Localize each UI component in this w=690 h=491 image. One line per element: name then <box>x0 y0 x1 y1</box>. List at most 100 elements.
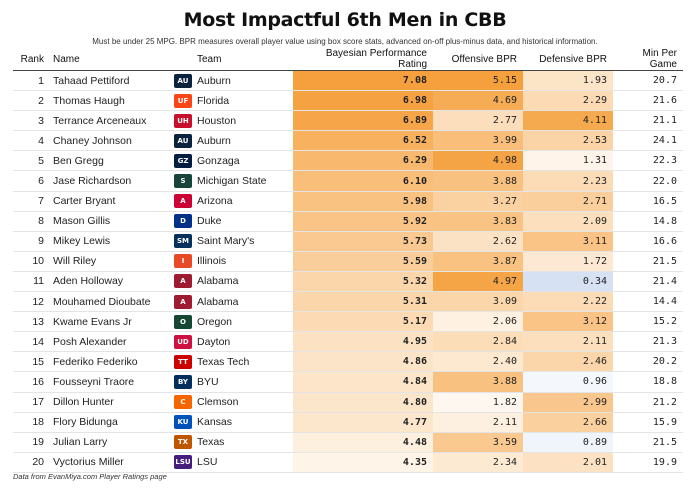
offensive-bpr-value: 2.77 <box>433 110 523 132</box>
bpr-value: 4.84 <box>293 371 433 393</box>
table-row: 15 Federiko Federiko TT Texas Tech 4.86 2.40 2… <box>13 351 683 373</box>
defensive-bpr-value: 4.11 <box>523 110 613 132</box>
player-name: Thomas Haugh <box>49 90 171 112</box>
rank-cell: 3 <box>13 110 49 132</box>
minutes-per-game: 21.4 <box>613 271 683 293</box>
offensive-bpr-value: 4.69 <box>433 90 523 112</box>
minutes-per-game: 22.3 <box>613 150 683 172</box>
team-logo-cell: D <box>171 211 195 232</box>
header-rank: Rank <box>13 48 49 71</box>
offensive-bpr-value: 3.87 <box>433 251 523 272</box>
team-logo-cell: KU <box>171 412 195 433</box>
defensive-bpr-value: 3.12 <box>523 311 613 333</box>
minutes-per-game: 14.4 <box>613 291 683 313</box>
team-name: Florida <box>195 90 293 112</box>
offensive-bpr-value: 3.88 <box>433 170 523 192</box>
minutes-per-game: 16.6 <box>613 231 683 252</box>
minutes-per-game: 21.6 <box>613 90 683 112</box>
table-row: 6 Jase Richardson S Michigan State 6.10 3.88 2… <box>13 170 683 192</box>
defensive-bpr-value: 2.01 <box>523 452 613 473</box>
bpr-value: 4.80 <box>293 392 433 413</box>
team-logo-cell: S <box>171 170 195 192</box>
minutes-per-game: 21.3 <box>613 331 683 353</box>
bpr-value: 6.52 <box>293 130 433 152</box>
rank-cell: 9 <box>13 231 49 252</box>
offensive-bpr-value: 2.34 <box>433 452 523 473</box>
team-logo-cell: I <box>171 251 195 272</box>
team-logo-icon: I <box>174 254 192 269</box>
team-name: Texas Tech <box>195 351 293 373</box>
header-bpr: Bayesian Performance Rating <box>293 48 433 71</box>
team-logo-icon: S <box>174 174 192 189</box>
bpr-value: 5.98 <box>293 191 433 212</box>
team-logo-cell: UH <box>171 110 195 132</box>
team-logo-icon: GZ <box>174 153 192 168</box>
defensive-bpr-value: 0.89 <box>523 432 613 453</box>
player-name: Posh Alexander <box>49 331 171 353</box>
minutes-per-game: 21.5 <box>613 432 683 453</box>
minutes-per-game: 20.2 <box>613 351 683 373</box>
table-row: 4 Chaney Johnson AU Auburn 6.52 3.99 2.53 24.1 <box>13 130 683 152</box>
defensive-bpr-value: 2.66 <box>523 412 613 433</box>
bpr-value: 5.31 <box>293 291 433 313</box>
offensive-bpr-value: 3.27 <box>433 191 523 212</box>
rank-cell: 20 <box>13 452 49 473</box>
defensive-bpr-value: 1.31 <box>523 150 613 172</box>
player-name: Fousseyni Traore <box>49 371 171 393</box>
team-logo-icon: BY <box>174 374 192 389</box>
team-name: Auburn <box>195 70 293 92</box>
minutes-per-game: 19.9 <box>613 452 683 473</box>
team-name: Duke <box>195 211 293 232</box>
team-name: Arizona <box>195 191 293 212</box>
minutes-per-game: 21.1 <box>613 110 683 132</box>
team-logo-icon: UH <box>174 113 192 128</box>
offensive-bpr-value: 2.40 <box>433 351 523 373</box>
rank-cell: 8 <box>13 211 49 232</box>
offensive-bpr-value: 3.83 <box>433 211 523 232</box>
team-name: BYU <box>195 371 293 393</box>
team-name: Illinois <box>195 251 293 272</box>
player-name: Flory Bidunga <box>49 412 171 433</box>
offensive-bpr-value: 1.82 <box>433 392 523 413</box>
offensive-bpr-value: 3.88 <box>433 371 523 393</box>
defensive-bpr-value: 2.99 <box>523 392 613 413</box>
minutes-per-game: 15.9 <box>613 412 683 433</box>
minutes-per-game: 21.2 <box>613 392 683 413</box>
defensive-bpr-value: 2.71 <box>523 191 613 212</box>
table-row: 1 Tahaad Pettiford AU Auburn 7.08 5.15 1.93 20.… <box>13 70 683 92</box>
team-logo-cell: AU <box>171 70 195 92</box>
table-row: 17 Dillon Hunter C Clemson 4.80 1.82 2.99 21.2 <box>13 392 683 413</box>
team-logo-cell: A <box>171 291 195 313</box>
bpr-value: 6.89 <box>293 110 433 132</box>
player-name: Chaney Johnson <box>49 130 171 152</box>
player-name: Will Riley <box>49 251 171 272</box>
offensive-bpr-value: 5.15 <box>433 70 523 92</box>
minutes-per-game: 14.8 <box>613 211 683 232</box>
table-row: 20 Vyctorius Miller LSU LSU 4.35 2.34 2.01 19.9 <box>13 452 683 473</box>
table-row: 5 Ben Gregg GZ Gonzaga 6.29 4.98 1.31 22.3 <box>13 150 683 172</box>
ratings-table: Rank Name Team Bayesian Performance Rati… <box>13 48 683 473</box>
minutes-per-game: 24.1 <box>613 130 683 152</box>
rank-cell: 12 <box>13 291 49 313</box>
bpr-value: 5.73 <box>293 231 433 252</box>
team-logo-icon: SM <box>174 234 192 249</box>
offensive-bpr-value: 2.84 <box>433 331 523 353</box>
player-name: Mason Gillis <box>49 211 171 232</box>
offensive-bpr-value: 2.62 <box>433 231 523 252</box>
rank-cell: 11 <box>13 271 49 293</box>
defensive-bpr-value: 1.72 <box>523 251 613 272</box>
team-name: Texas <box>195 432 293 453</box>
table-row: 2 Thomas Haugh UF Florida 6.98 4.69 2.29 21.6 <box>13 90 683 112</box>
player-name: Vyctorius Miller <box>49 452 171 473</box>
rank-cell: 4 <box>13 130 49 152</box>
team-name: Clemson <box>195 392 293 413</box>
team-logo-icon: LSU <box>174 455 192 470</box>
defensive-bpr-value: 2.29 <box>523 90 613 112</box>
table-body: 1 Tahaad Pettiford AU Auburn 7.08 5.15 1.93 20.… <box>13 70 683 473</box>
team-name: Saint Mary's <box>195 231 293 252</box>
player-name: Terrance Arceneaux <box>49 110 171 132</box>
defensive-bpr-value: 2.46 <box>523 351 613 373</box>
bpr-value: 5.32 <box>293 271 433 293</box>
team-logo-cell: C <box>171 392 195 413</box>
offensive-bpr-value: 4.97 <box>433 271 523 293</box>
